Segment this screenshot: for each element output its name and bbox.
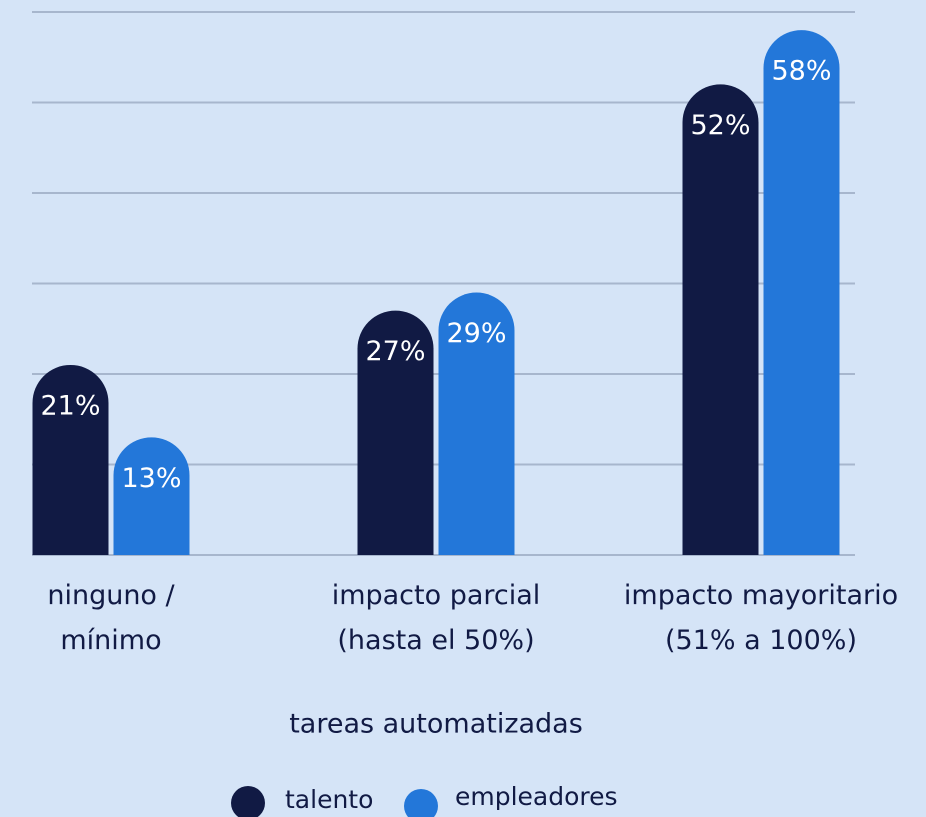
bar [357, 310, 434, 555]
bar [438, 292, 515, 555]
data-label: 29% [446, 318, 506, 349]
bar [113, 437, 190, 555]
x-tick-label: impacto mayoritario (51% a 100%) [623, 580, 899, 656]
legend-label: talento [285, 785, 373, 814]
data-label: 27% [365, 336, 425, 367]
data-label: 58% [771, 56, 831, 87]
data-label: 13% [121, 463, 181, 494]
data-label: 21% [40, 390, 100, 421]
data-label: 52% [690, 110, 750, 141]
legend-marker [231, 786, 265, 817]
x-tick-label: impacto parcial (hasta el 50%) [331, 580, 541, 656]
x-axis-title: tareas automatizadas [289, 709, 583, 740]
legend-marker [404, 789, 438, 817]
bar [763, 30, 840, 556]
bar [682, 84, 759, 556]
x-tick-label: ninguno / mínimo [47, 580, 175, 656]
legend-label: empleadores [455, 782, 618, 811]
bar [32, 364, 109, 555]
